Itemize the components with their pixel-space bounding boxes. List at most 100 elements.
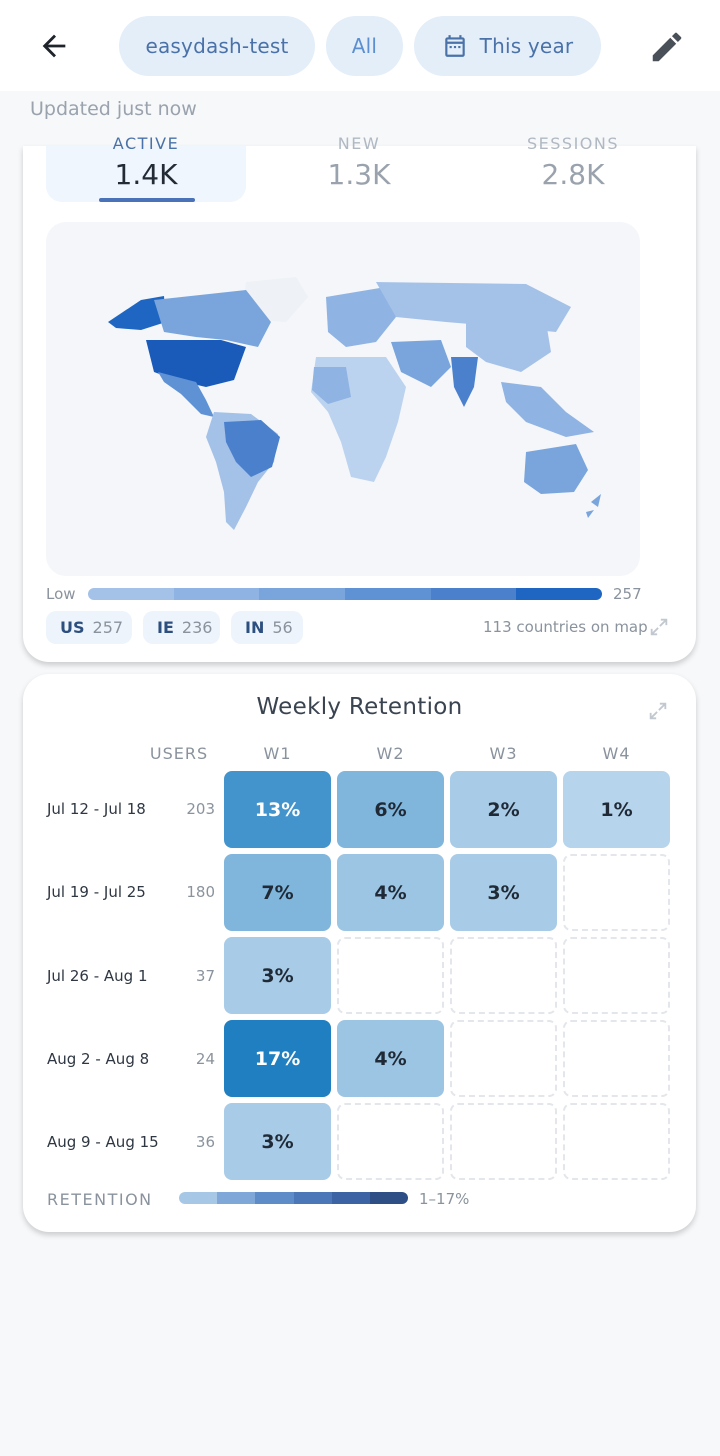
cohort-users: 37	[195, 967, 215, 985]
map-legend-bar	[88, 588, 602, 600]
retention-title: Weekly Retention	[256, 694, 463, 720]
map-region-alaska	[108, 296, 166, 330]
map-legend-step	[516, 588, 602, 600]
updated-status: Updated just now	[30, 98, 197, 120]
metric-value: 1.3K	[327, 158, 391, 191]
top-app-bar: easydash-test All This year	[0, 0, 720, 91]
active-tab-indicator	[99, 198, 195, 202]
cohort-range: Jul 12 - Jul 18	[47, 800, 146, 818]
retention-cell[interactable]: 7%	[224, 854, 331, 931]
retention-cell-empty	[337, 937, 444, 1014]
calendar-icon	[444, 35, 465, 57]
retention-cell-empty	[563, 854, 670, 931]
week-column-header: W1	[263, 744, 292, 763]
countries-on-map-note: 113 countries on map	[483, 618, 648, 636]
retention-cell[interactable]: 13%	[224, 771, 331, 848]
retention-cell[interactable]: 4%	[337, 854, 444, 931]
map-legend-low: Low	[46, 585, 76, 603]
map-region-west-africa	[312, 367, 351, 404]
country-chip-ie[interactable]: IE 236	[143, 611, 220, 644]
map-region-europe	[326, 287, 396, 347]
map-region-middle-east	[391, 340, 451, 387]
retention-legend-step	[293, 1192, 332, 1204]
date-range-selector[interactable]: This year	[414, 16, 601, 76]
retention-cell[interactable]: 3%	[224, 1103, 331, 1180]
metric-label: SESSIONS	[526, 134, 619, 153]
country-code: IE	[157, 618, 174, 637]
retention-cell[interactable]: 4%	[337, 1020, 444, 1097]
retention-cell[interactable]: 17%	[224, 1020, 331, 1097]
cohort-range: Aug 9 - Aug 15	[47, 1133, 159, 1151]
expand-icon[interactable]	[647, 700, 669, 722]
retention-legend-step	[331, 1192, 370, 1204]
country-code: US	[60, 618, 85, 637]
metric-label: ACTIVE	[112, 134, 180, 153]
map-region-india	[451, 357, 478, 407]
map-region-usa	[146, 340, 246, 387]
week-column-header: W3	[489, 744, 518, 763]
map-legend-step	[88, 588, 174, 600]
retention-legend-step	[369, 1192, 408, 1204]
retention-cell[interactable]: 3%	[224, 937, 331, 1014]
metric-tab-sessions[interactable]: SESSIONS 2.8K	[473, 134, 673, 202]
map-region-australia	[524, 444, 588, 494]
map-legend-step	[173, 588, 260, 600]
country-count: 257	[92, 618, 124, 637]
retention-cell-empty	[450, 1103, 557, 1180]
metric-value: 1.4K	[114, 158, 178, 191]
back-button[interactable]	[30, 24, 78, 68]
retention-cell-empty	[563, 937, 670, 1014]
country-code: IN	[245, 618, 265, 637]
map-region-russia	[376, 282, 571, 332]
cohort-range: Jul 26 - Aug 1	[47, 967, 148, 985]
world-map[interactable]	[46, 222, 640, 576]
project-selector[interactable]: easydash-test	[119, 16, 315, 76]
cohort-range: Aug 2 - Aug 8	[47, 1050, 150, 1068]
metric-tab-new[interactable]: NEW 1.3K	[259, 134, 459, 202]
retention-legend-step	[179, 1192, 218, 1204]
map-region-mexico	[158, 372, 214, 417]
pencil-icon	[652, 32, 682, 62]
country-count: 236	[181, 618, 213, 637]
retention-legend-step	[217, 1192, 256, 1204]
map-region-brazil	[224, 420, 280, 477]
users-column-header: USERS	[149, 744, 209, 763]
map-legend-step	[259, 588, 346, 600]
week-column-header: W4	[602, 744, 631, 763]
metric-tab-active[interactable]: ACTIVE 1.4K	[46, 134, 246, 202]
country-chip-us[interactable]: US 257	[46, 611, 132, 644]
cohort-users: 24	[195, 1050, 215, 1068]
retention-cell-empty	[563, 1020, 670, 1097]
world-map-graphic	[108, 277, 601, 530]
retention-cell[interactable]: 3%	[450, 854, 557, 931]
retention-cell[interactable]: 1%	[563, 771, 670, 848]
retention-legend-bar	[179, 1192, 408, 1204]
project-name: easydash-test	[145, 34, 289, 58]
retention-cell[interactable]: 6%	[337, 771, 444, 848]
metric-label: NEW	[337, 134, 381, 153]
map-legend-high: 257	[613, 585, 642, 603]
retention-legend-range: 1–17%	[419, 1190, 470, 1208]
metric-value: 2.8K	[541, 158, 605, 191]
map-region-southeast-asia	[501, 382, 594, 437]
week-column-header: W2	[376, 744, 405, 763]
country-chip-in[interactable]: IN 56	[231, 611, 303, 644]
cohort-users: 203	[186, 800, 215, 818]
retention-cell[interactable]: 2%	[450, 771, 557, 848]
country-count: 56	[272, 618, 293, 637]
weekly-retention-card: Weekly Retention USERS W1 W2 W3 W4 Jul 1…	[23, 674, 696, 1232]
retention-cell-empty	[563, 1103, 670, 1180]
retention-cell-empty	[337, 1103, 444, 1180]
map-legend-step	[345, 588, 431, 600]
cohort-range: Jul 19 - Jul 25	[47, 883, 146, 901]
filter-selector[interactable]: All	[326, 16, 403, 76]
date-range-label: This year	[479, 34, 574, 58]
retention-cell-empty	[450, 937, 557, 1014]
arrow-left-icon	[42, 34, 66, 58]
retention-legend-label: RETENTION	[47, 1190, 153, 1209]
map-region-canada	[154, 290, 271, 347]
filter-label: All	[351, 34, 378, 58]
expand-icon[interactable]	[648, 616, 670, 638]
retention-cell-empty	[450, 1020, 557, 1097]
edit-button[interactable]	[646, 26, 688, 68]
